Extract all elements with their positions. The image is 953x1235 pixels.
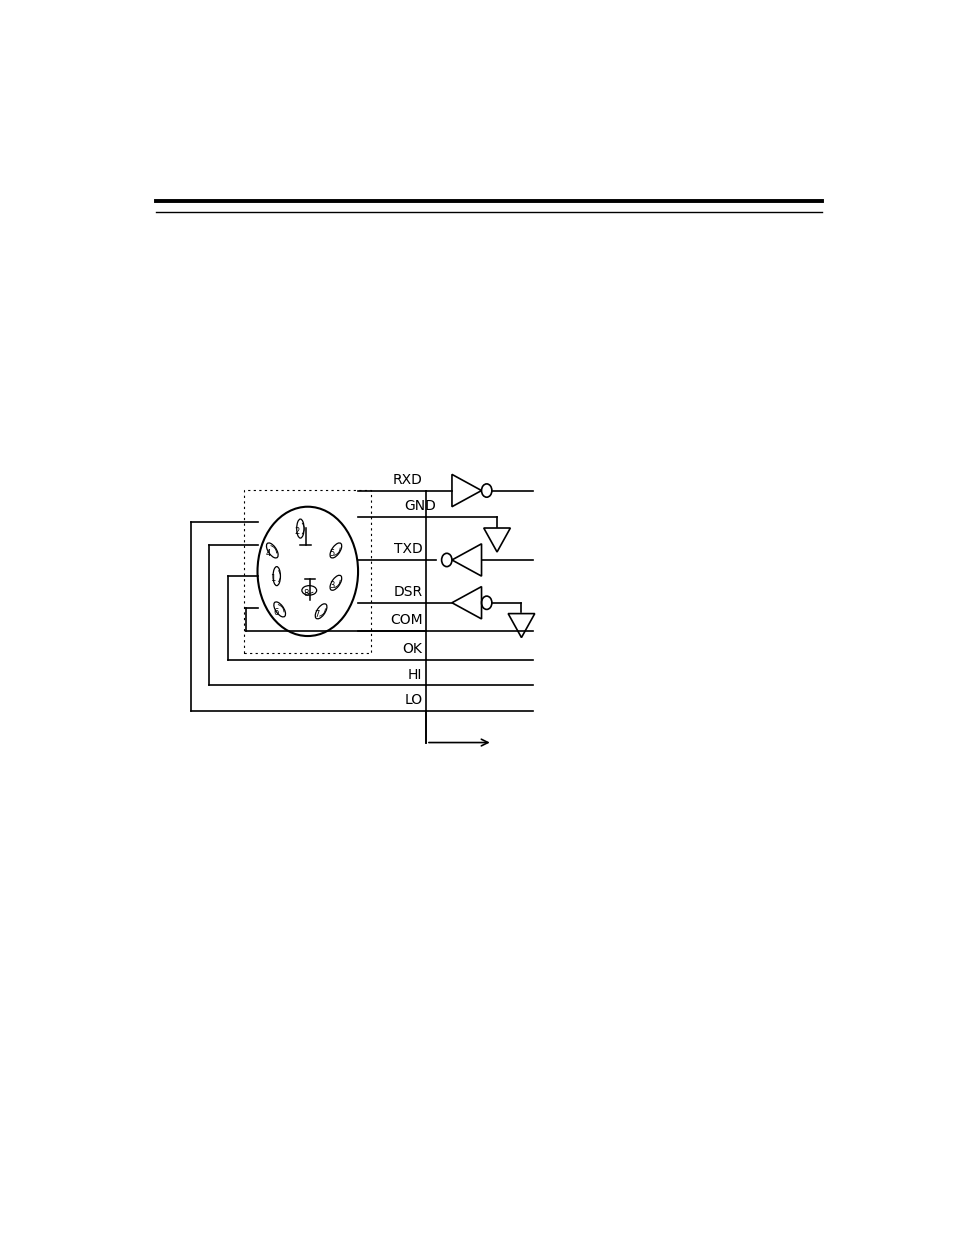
Text: RXD: RXD: [392, 473, 422, 487]
Text: OK: OK: [402, 642, 422, 656]
Text: 7: 7: [314, 610, 320, 619]
Text: LO: LO: [404, 693, 422, 708]
Text: DSR: DSR: [393, 585, 422, 599]
Text: HI: HI: [408, 668, 422, 682]
Text: 5: 5: [329, 548, 335, 558]
Text: COM: COM: [390, 614, 422, 627]
Text: 8: 8: [302, 589, 308, 598]
Text: 4: 4: [266, 548, 271, 558]
Bar: [244, 489, 371, 653]
Text: TXD: TXD: [394, 542, 422, 556]
Text: 2: 2: [294, 527, 299, 536]
Text: 3: 3: [329, 582, 335, 590]
Text: 1: 1: [270, 574, 275, 583]
Text: GND: GND: [403, 499, 436, 514]
Text: 6: 6: [273, 608, 278, 616]
